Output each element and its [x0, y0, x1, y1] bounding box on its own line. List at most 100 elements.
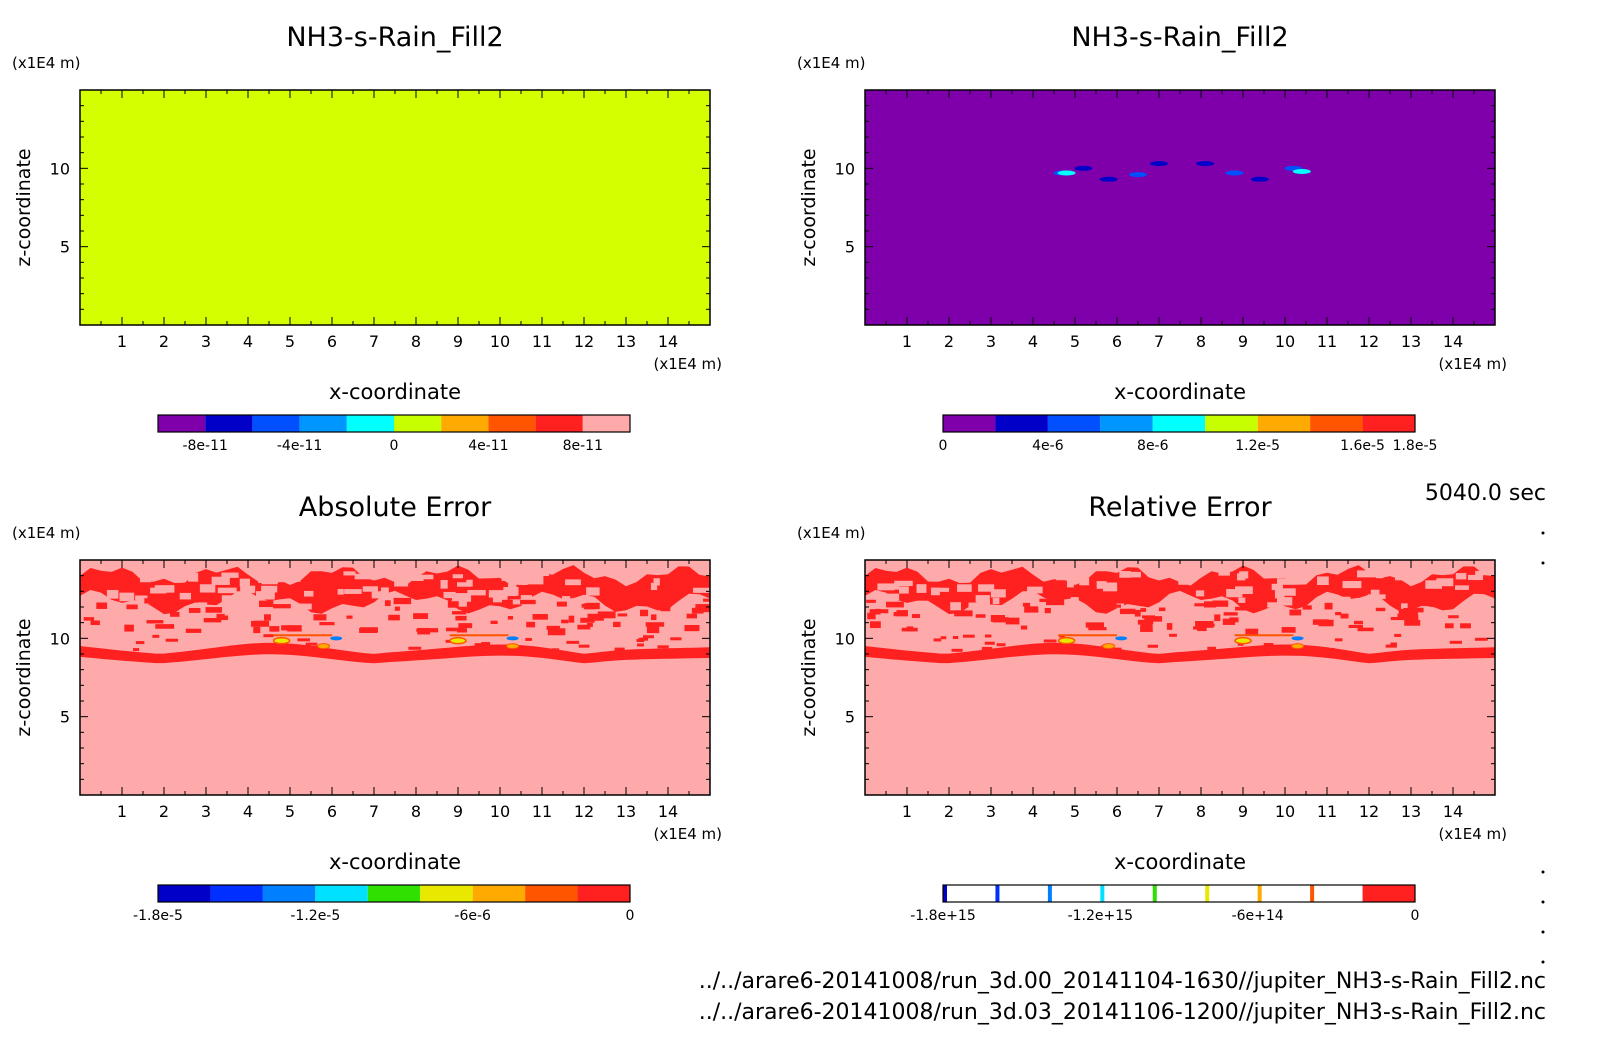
field-speckle [1218, 570, 1230, 576]
colorbar-swatch [1310, 885, 1363, 902]
chart-panel-3: Absolute Error(x1E4 m)1 2 3 4 5 6 7 8 9 10 11 12 13 1… [12, 492, 722, 924]
field-speckle [1410, 599, 1417, 606]
field-speckle [440, 579, 448, 589]
field-speckle [1353, 620, 1364, 625]
field-speckle [646, 626, 660, 634]
field-speckle [445, 627, 465, 632]
colorbar-frame [157, 414, 631, 433]
field-speckle [1302, 605, 1312, 610]
field-speckle [1411, 607, 1424, 613]
field-speckle [509, 599, 524, 605]
field-speckle [1276, 597, 1293, 606]
x-tick-label: 3 [201, 802, 211, 821]
field-speckle [872, 603, 885, 611]
colorbar-label: 1.2e-5 [1235, 438, 1280, 454]
colorbar-swatch [315, 885, 368, 902]
field-speckle [452, 593, 472, 602]
field-speckle [580, 617, 595, 623]
field-speckle [476, 598, 493, 605]
field-speckle [1348, 624, 1363, 629]
x-tick-label: 6 [327, 332, 337, 351]
field-speckle [1005, 617, 1020, 625]
field-speckle [384, 600, 391, 607]
field-speckle [1119, 608, 1136, 615]
field-speckle [501, 573, 512, 581]
x-tick-label: 8 [411, 332, 421, 351]
field-speckle [1342, 581, 1362, 589]
x-tick-label: 8 [1196, 332, 1206, 351]
x-axis-label: x-coordinate [329, 380, 461, 404]
field-speckle [695, 604, 710, 611]
field-speckle [1178, 580, 1188, 585]
x-tick-label: 8 [1196, 802, 1206, 821]
field-speckle [877, 583, 895, 591]
field-speckle [1238, 597, 1246, 603]
y-unit-label: (x1E4 m) [797, 524, 866, 542]
colorbar-swatch [995, 885, 1000, 902]
colorbar-swatch [1152, 415, 1206, 432]
field-speckle [1039, 598, 1048, 603]
field-speckle [640, 609, 649, 617]
field-speckle [650, 582, 658, 591]
field-speckle [525, 637, 532, 641]
field-speckle [930, 587, 940, 596]
field-speckle [354, 573, 373, 580]
x-tick-label: 2 [159, 332, 169, 351]
field-speckle [261, 585, 278, 593]
field-speckle [954, 610, 973, 617]
field-speckle [1289, 609, 1302, 616]
field-speckle [1252, 604, 1264, 610]
x-tick-label: 6 [1112, 332, 1122, 351]
field-speckle [456, 628, 467, 633]
y-axis-label: z-coordinate [798, 618, 820, 736]
colorbar-label: -4e-11 [277, 438, 322, 454]
field-speckle [275, 574, 285, 583]
field-speckle [1116, 598, 1133, 604]
field-contour [506, 643, 520, 650]
field-speckle [526, 621, 536, 628]
colorbar-label: -1.2e+15 [1068, 908, 1133, 924]
x-tick-label: 12 [1359, 802, 1379, 821]
field-speckle [455, 615, 467, 621]
colorbar-label: 8e-6 [1137, 438, 1169, 454]
field-contour [1291, 643, 1305, 650]
colorbar-swatch [525, 885, 578, 902]
heatmap-field [80, 560, 710, 795]
colorbar-swatch [472, 885, 526, 902]
x-tick-label: 3 [986, 332, 996, 351]
field-background [865, 90, 1495, 325]
chart-title: NH3-s-Rain_Fill2 [1071, 22, 1288, 53]
field-speckle [203, 617, 222, 623]
field-speckle [170, 611, 180, 617]
x-tick-label: 14 [1443, 802, 1463, 821]
field-speckle [124, 624, 134, 632]
field-speckle [140, 573, 152, 583]
field-contour [1102, 643, 1116, 650]
field-speckle [273, 604, 291, 609]
field-speckle [1214, 614, 1221, 622]
colorbar-swatch [205, 415, 253, 432]
x-tick-label: 4 [243, 332, 253, 351]
field-speckle [613, 621, 621, 628]
field-contour [330, 636, 343, 641]
field-contour [317, 643, 331, 650]
colorbar: 0 4e-6 8e-6 1.2e-5 1.6e-5 1.8e-5 [939, 414, 1438, 454]
x-tick-label: 3 [986, 802, 996, 821]
field-band [865, 642, 1495, 664]
field-speckle [870, 621, 881, 629]
field-speckle [547, 628, 566, 636]
colorbar-label: 1.8e-5 [1393, 438, 1438, 454]
field-patch [1225, 170, 1244, 176]
field-speckle [562, 596, 571, 601]
colorbar-swatch [1362, 885, 1415, 902]
field-speckle [1137, 619, 1154, 625]
field-speckle [217, 587, 237, 594]
colorbar-swatch [1100, 885, 1153, 902]
field-speckle [416, 628, 434, 632]
field-speckle [297, 638, 311, 642]
colorbar-label: -6e-6 [454, 908, 491, 924]
field-speckle [1144, 616, 1163, 622]
field-speckle [447, 601, 459, 608]
field-band [80, 642, 710, 664]
